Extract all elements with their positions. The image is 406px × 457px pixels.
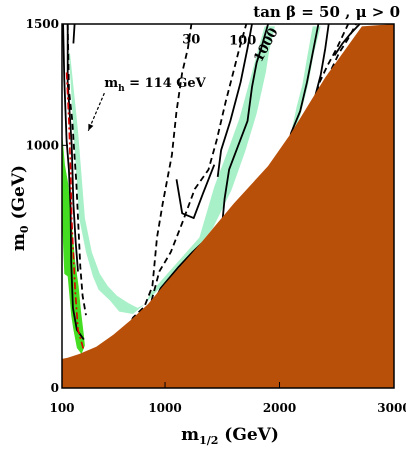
plot-frame [61, 23, 395, 389]
x-axis-label-main: m [181, 425, 199, 445]
contour-line-4 [72, 24, 76, 44]
contour-line-5 [118, 24, 193, 348]
annotation-1: 30 [182, 32, 200, 47]
chart-title: tan β = 50 , μ > 0 [253, 3, 400, 21]
y-tick-label: 0 [51, 381, 59, 395]
y-tick-label: 1500 [26, 17, 59, 31]
relic-density-band [68, 26, 275, 315]
contour-line-9 [216, 24, 253, 178]
contour-line-6 [148, 24, 248, 311]
annotation-2: 100 [229, 34, 256, 49]
x-tick-label: 1000 [148, 401, 181, 415]
x-tick-label: 2000 [263, 401, 296, 415]
contour-line-14 [333, 24, 361, 56]
y-axis-label-main: m [9, 233, 29, 251]
y-ticks: 0 1000 1500 [26, 17, 68, 395]
plot-area [62, 24, 394, 388]
annotation-arrow-line [87, 92, 105, 132]
excluded-region [62, 24, 394, 388]
y-axis-label-unit: (GeV) [9, 165, 29, 226]
y-tick-label: 1000 [26, 138, 59, 152]
annotation-arrow-head [88, 123, 94, 131]
y-axis-label-sub: 0 [18, 225, 31, 233]
contour-line-7 [148, 24, 269, 314]
x-tick-label: 100 [49, 401, 74, 415]
x-axis-label: m1/2 (GeV) [181, 425, 279, 447]
y-axis-label: m0 (GeV) [9, 165, 31, 251]
plot-content [62, 24, 394, 388]
contour-line-1 [66, 24, 87, 316]
x-axis-label-sub: 1/2 [199, 434, 218, 447]
annotation-4: mh = 114 GeV [104, 76, 206, 94]
x-axis-label-unit: (GeV) [218, 425, 279, 445]
higgs-mass-line [65, 72, 85, 351]
bsg-excluded-region [62, 130, 85, 354]
contour-line-3 [66, 24, 79, 272]
contour-line-8 [175, 164, 216, 220]
contour-line-2 [62, 24, 85, 341]
